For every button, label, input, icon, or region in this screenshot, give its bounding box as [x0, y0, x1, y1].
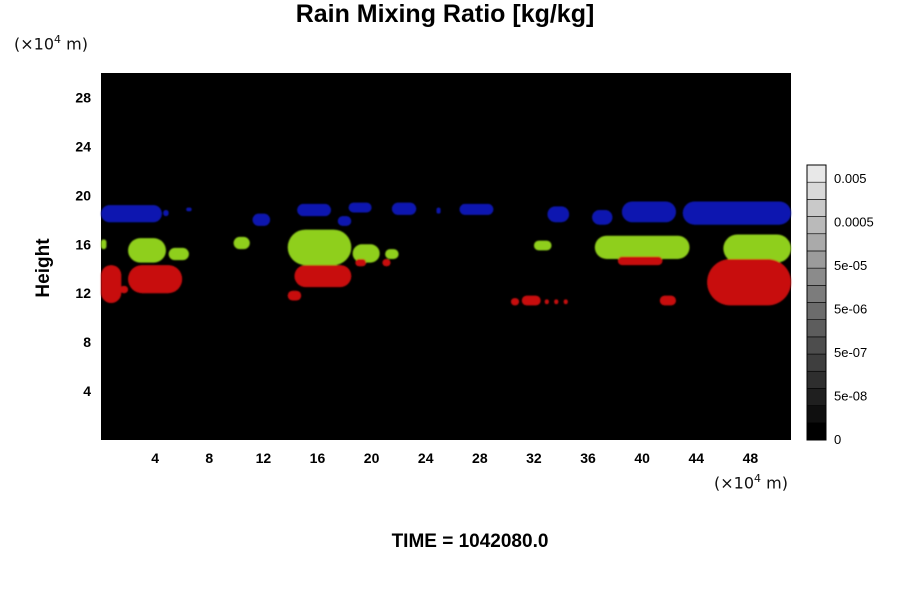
x-axis-unit: (×104 m) — [714, 472, 788, 493]
green-rain-blob — [233, 236, 250, 250]
y-tick-label: 8 — [83, 334, 91, 350]
blue-rain-blob — [348, 202, 372, 213]
red-rain-blob — [554, 299, 559, 305]
chart-title: Rain Mixing Ratio [kg/kg] — [295, 0, 595, 28]
green-rain-blob — [352, 244, 380, 263]
x-tick-label: 32 — [526, 450, 542, 466]
red-rain-blob — [740, 287, 762, 300]
green-rain-blob — [594, 235, 690, 259]
colorbar-tick-label: 5e-07 — [834, 345, 867, 360]
x-tick-label: 28 — [472, 450, 488, 466]
colorbar-tick-label: 5e-05 — [834, 258, 867, 273]
blue-rain-blob — [592, 210, 613, 225]
colorbar-cell — [806, 181, 827, 200]
rain-field — [101, 201, 791, 306]
red-rain-blob — [544, 299, 549, 305]
red-rain-blob — [563, 299, 568, 305]
green-rain-blob — [533, 240, 552, 251]
x-tick-label: 16 — [310, 450, 326, 466]
colorbar-cell — [806, 422, 827, 441]
x-tick-label: 24 — [418, 450, 434, 466]
red-rain-blob — [521, 295, 541, 306]
x-tick-label: 40 — [634, 450, 650, 466]
x-tick-labels: 4 8 12 16 20 24 28 32 36 40 44 48 — [151, 450, 758, 466]
blue-rain-blob — [337, 216, 352, 226]
colorbar-cell — [806, 319, 827, 338]
colorbar-cell — [806, 388, 827, 406]
y-tick-label: 28 — [75, 89, 91, 105]
x-tick-label: 48 — [743, 450, 759, 466]
y-tick-label: 16 — [75, 236, 91, 252]
colorbar-cell — [806, 233, 827, 252]
red-rain-blob — [294, 265, 352, 288]
blue-rain-blob — [252, 213, 271, 226]
colorbar-tick-label: 0.0005 — [834, 215, 874, 230]
blue-rain-blob — [101, 205, 162, 223]
green-rain-blob — [385, 249, 399, 259]
blue-rain-blob — [436, 207, 441, 214]
colorbar-cell — [806, 199, 827, 217]
red-rain-blob — [287, 290, 302, 301]
colorbar-tick-label: 0.005 — [834, 171, 867, 186]
red-rain-blob — [119, 285, 129, 294]
colorbar-cell — [806, 250, 827, 269]
time-label: TIME = 1042080.0 — [391, 531, 549, 552]
x-tick-label: 44 — [689, 450, 705, 466]
colorbar-cell — [806, 405, 827, 424]
colorbar-cell — [806, 370, 827, 389]
colorbar-tick-label: 0 — [834, 432, 841, 447]
y-tick-label: 24 — [75, 138, 91, 154]
red-rain-blob — [382, 258, 391, 267]
red-rain-blob — [101, 265, 122, 303]
y-tick-labels: 4 8 12 16 20 24 28 — [75, 89, 91, 399]
x-tick-label: 20 — [364, 450, 380, 466]
x-tick-label: 4 — [151, 450, 159, 466]
colorbar-tick-label: 5e-06 — [834, 302, 867, 317]
x-tick-label: 12 — [256, 450, 272, 466]
red-rain-blob — [707, 258, 791, 306]
colorbar-cell — [806, 164, 827, 183]
colorbar-cell — [806, 216, 827, 235]
y-tick-label: 20 — [75, 187, 91, 203]
blue-rain-blob — [547, 206, 570, 223]
red-rain-blob — [659, 295, 676, 306]
x-tick-label: 36 — [580, 450, 596, 466]
green-rain-blob — [128, 238, 166, 263]
green-rain-blob — [723, 234, 791, 263]
colorbar-cell — [806, 285, 827, 303]
y-tick-label: 4 — [83, 383, 91, 399]
red-rain-blob — [617, 256, 663, 266]
colorbar-tick-label: 5e-08 — [834, 389, 867, 404]
y-axis-unit: (×104 m) — [14, 33, 88, 54]
green-rain-blob — [168, 247, 189, 261]
red-rain-blob — [510, 298, 520, 306]
y-tick-label: 12 — [75, 285, 91, 301]
blue-rain-blob — [682, 201, 791, 225]
plot-area — [101, 73, 791, 440]
green-rain-blob — [101, 239, 107, 250]
colorbar-frame — [806, 164, 827, 441]
red-rain-blob — [128, 265, 183, 294]
blue-rain-blob — [391, 202, 417, 215]
blue-rain-blob — [621, 201, 676, 223]
blue-rain-blob — [459, 203, 494, 215]
blue-rain-blob — [163, 210, 169, 217]
blue-rain-blob — [186, 207, 192, 212]
x-tick-label: 8 — [205, 450, 213, 466]
colorbar-cell — [806, 353, 827, 372]
colorbar-cell — [806, 267, 827, 286]
green-rain-blob — [287, 229, 352, 266]
colorbar-cell — [806, 336, 827, 355]
red-rain-blob — [355, 258, 367, 267]
colorbar-cell — [806, 302, 827, 320]
colorbar: 0.005 0.0005 5e-05 5e-06 5e-07 5e-08 0 — [806, 164, 874, 447]
blue-rain-blob — [297, 203, 331, 217]
